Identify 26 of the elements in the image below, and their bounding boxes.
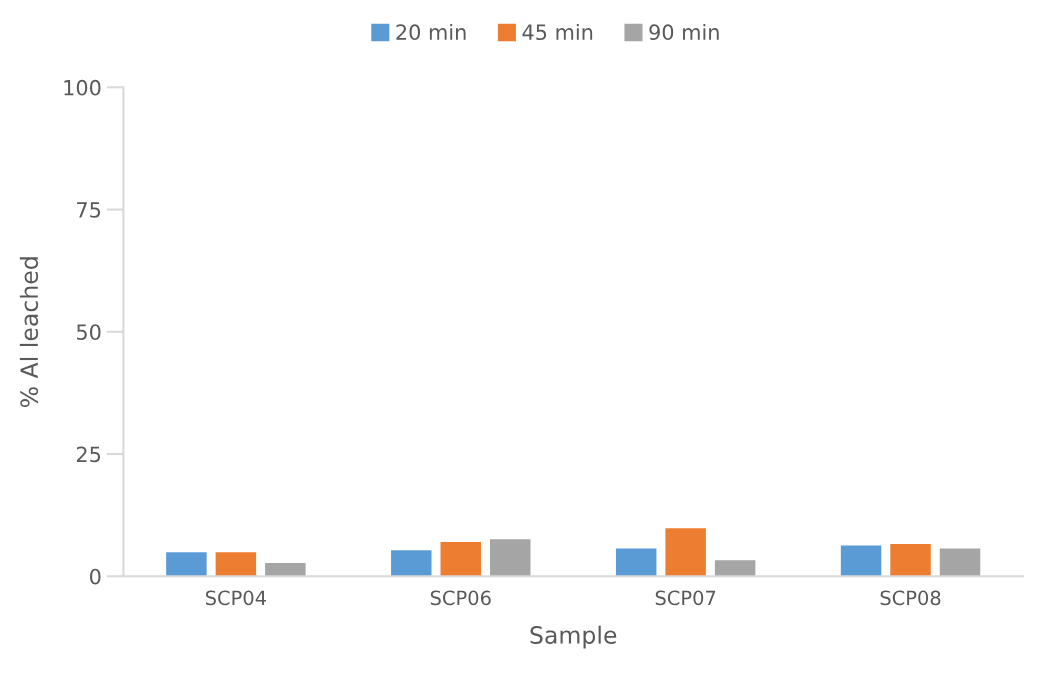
y-tick-label: 25 — [76, 446, 101, 463]
legend-label: 20 min — [396, 23, 466, 41]
legend-label: 45 min — [522, 23, 593, 41]
x-axis-title: Sample — [530, 625, 617, 649]
y-tick-label: 50 — [77, 324, 101, 340]
bar — [391, 550, 432, 577]
bar — [840, 545, 882, 577]
bar — [939, 548, 981, 577]
x-tick-label: SCP06 — [430, 590, 491, 606]
y-tick-label: 0 — [90, 568, 101, 585]
x-tick-label: SCP07 — [655, 590, 716, 606]
bar — [166, 552, 207, 577]
bar — [714, 560, 756, 577]
bar — [890, 544, 931, 577]
y-tick-label: 100 — [64, 79, 101, 96]
y-tick-label: 75 — [77, 202, 101, 218]
bar — [215, 552, 257, 577]
bar — [440, 542, 481, 577]
x-tick-label: SCP04 — [205, 590, 266, 606]
bar — [665, 528, 706, 577]
y-axis-title: % Al leached — [19, 257, 39, 408]
legend-label: 90 min — [649, 23, 719, 41]
x-tick-label: SCP08 — [880, 590, 941, 606]
bar — [265, 563, 306, 577]
bar — [615, 548, 657, 577]
bar — [490, 539, 531, 577]
